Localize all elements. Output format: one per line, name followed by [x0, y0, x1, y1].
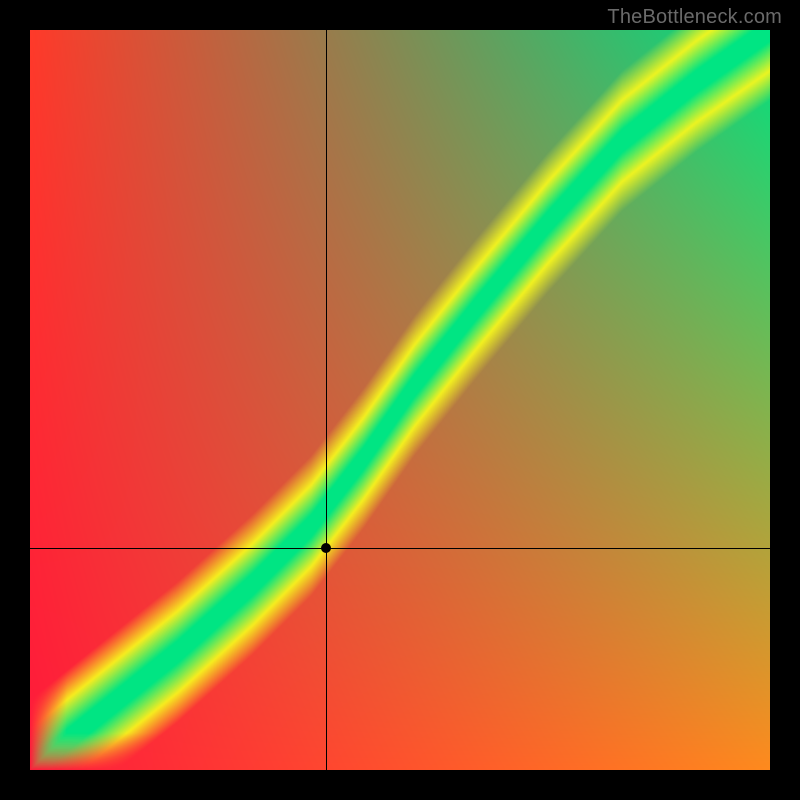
- watermark-text: TheBottleneck.com: [607, 6, 782, 29]
- plot-area: [30, 30, 770, 770]
- crosshair-horizontal: [30, 548, 770, 549]
- chart-frame: TheBottleneck.com: [0, 0, 800, 800]
- crosshair-vertical: [326, 30, 327, 770]
- heatmap-canvas: [30, 30, 770, 770]
- marker-dot: [321, 543, 331, 553]
